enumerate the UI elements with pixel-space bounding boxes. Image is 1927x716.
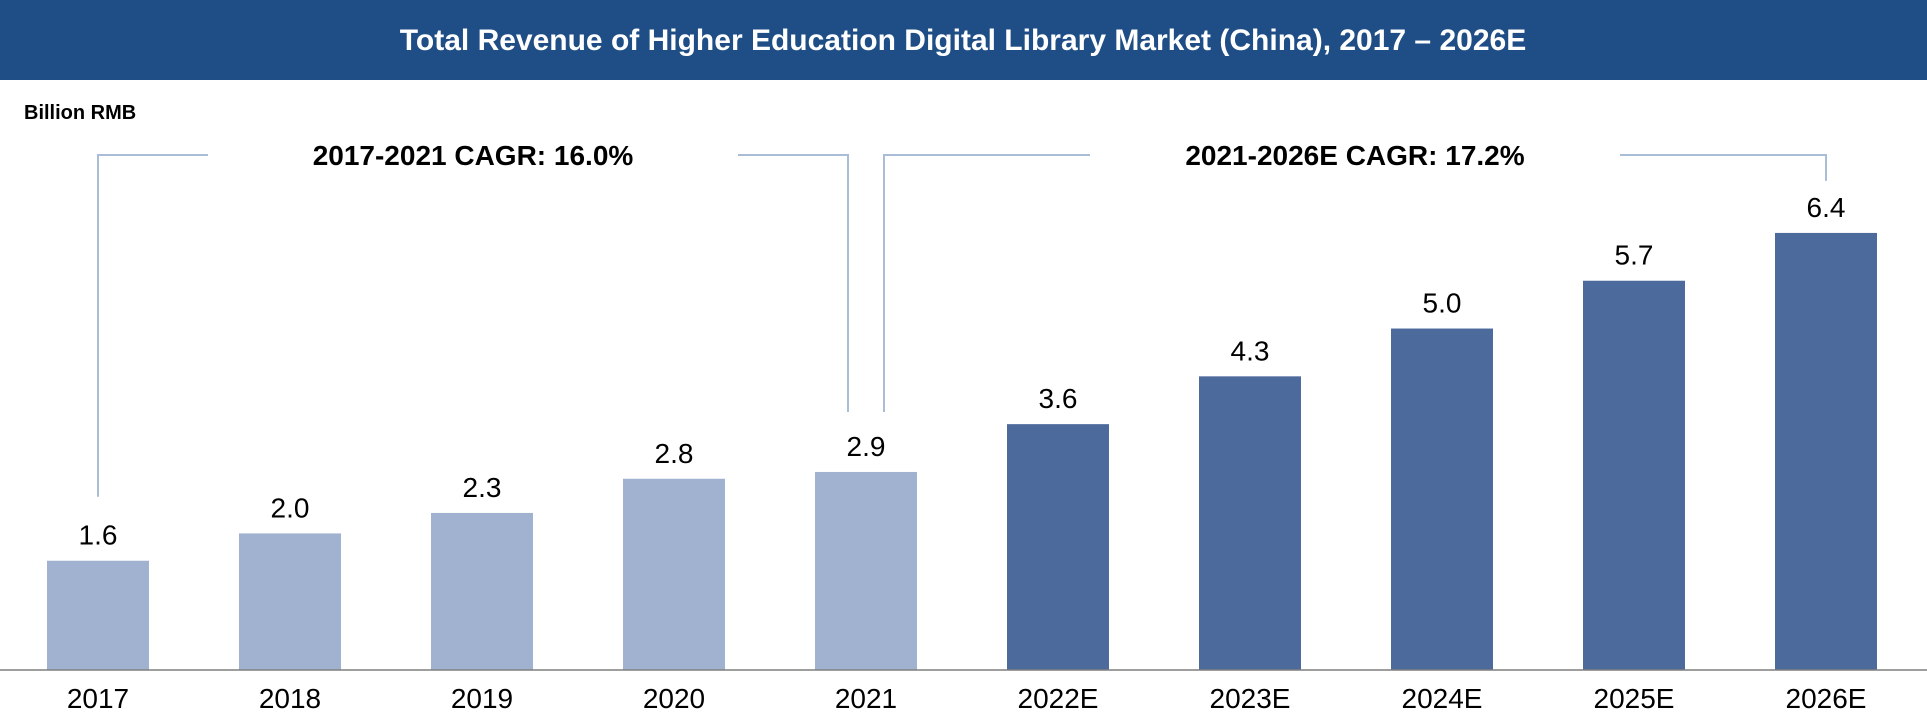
data-label-2026E: 6.4 <box>1807 192 1846 223</box>
bar-2019 <box>431 512 533 670</box>
x-tick-label-2018: 2018 <box>259 683 321 714</box>
cagr-bracket-2 <box>883 154 1827 412</box>
x-tick-label-2025E: 2025E <box>1594 683 1675 714</box>
data-label-2019: 2.3 <box>463 472 502 503</box>
bar-2018 <box>239 533 341 670</box>
x-tick-label-2023E: 2023E <box>1210 683 1291 714</box>
data-label-2021: 2.9 <box>847 431 886 462</box>
data-label-2024E: 5.0 <box>1423 288 1462 319</box>
bar-2026E <box>1775 232 1877 671</box>
x-tick-label-2021: 2021 <box>835 683 897 714</box>
bar-2025E <box>1583 280 1685 670</box>
x-tick-label-2017: 2017 <box>67 683 129 714</box>
x-tick-label-2019: 2019 <box>451 683 513 714</box>
cagr-bracket-1 <box>97 154 849 497</box>
cagr-brackets: 2017-2021 CAGR: 16.0% 2021-2026E CAGR: 17… <box>97 140 1827 497</box>
x-tick-label-2020: 2020 <box>643 683 705 714</box>
bar-2022E <box>1007 424 1109 670</box>
cagr-label-1: 2017-2021 CAGR: 16.0% <box>313 140 634 171</box>
data-label-2018: 2.0 <box>271 492 310 523</box>
cagr-label-2: 2021-2026E CAGR: 17.2% <box>1185 140 1524 171</box>
x-tick-label-2026E: 2026E <box>1786 683 1867 714</box>
labels-group: 1.6 2017 2.0 2018 2.3 2019 2.8 2020 2.9 2021 3.6 20… <box>67 192 1867 714</box>
bar-2020 <box>623 478 725 670</box>
data-label-2022E: 3.6 <box>1039 383 1078 414</box>
data-label-2023E: 4.3 <box>1231 335 1270 366</box>
bar-2017 <box>47 560 149 670</box>
bar-2023E <box>1199 376 1301 670</box>
y-axis-unit-label: Billion RMB <box>24 102 136 124</box>
x-tick-label-2024E: 2024E <box>1402 683 1483 714</box>
chart-title: Total Revenue of Higher Education Digita… <box>400 24 1526 57</box>
bar-2021 <box>815 471 917 670</box>
title-banner <box>0 0 1927 80</box>
x-tick-label-2022E: 2022E <box>1018 683 1099 714</box>
bars-group <box>47 232 1877 671</box>
data-label-2025E: 5.7 <box>1615 240 1654 271</box>
data-label-2020: 2.8 <box>655 438 694 469</box>
data-label-2017: 1.6 <box>79 520 118 551</box>
bar-2024E <box>1391 328 1493 670</box>
